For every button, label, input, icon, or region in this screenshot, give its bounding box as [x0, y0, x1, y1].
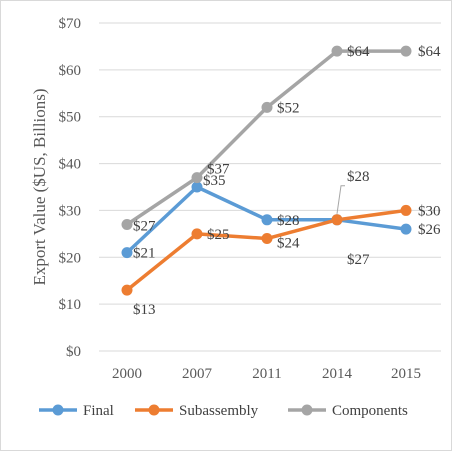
x-tick-label: 2007 — [182, 366, 213, 382]
data-label-components: $37 — [207, 162, 230, 178]
x-tick-label: 2000 — [112, 366, 142, 382]
data-label-final: $35 — [203, 173, 226, 189]
legend-marker-components — [301, 404, 313, 416]
data-point-subassembly — [400, 204, 412, 216]
data-point-final — [121, 247, 133, 259]
data-label-subassembly: $28 — [347, 169, 370, 185]
data-label-components: $64 — [347, 44, 370, 60]
data-point-components — [261, 101, 273, 113]
data-label-subassembly: $25 — [207, 227, 230, 243]
y-tick-label: $70 — [59, 16, 82, 32]
x-tick-label: 2014 — [322, 366, 353, 382]
data-point-final — [191, 181, 203, 193]
y-tick-label: $50 — [59, 110, 82, 126]
data-point-components — [121, 218, 133, 230]
y-tick-label: $30 — [59, 203, 82, 219]
data-point-components — [400, 45, 412, 57]
x-tick-label: 2011 — [252, 366, 281, 382]
data-label-final: $26 — [418, 222, 441, 238]
data-point-components — [331, 45, 343, 57]
data-point-components — [191, 172, 203, 184]
data-point-subassembly — [331, 214, 343, 226]
data-label-subassembly: $30 — [418, 203, 441, 219]
y-tick-label: $60 — [59, 63, 82, 79]
legend-entry-subassembly: Subassembly — [179, 403, 259, 419]
data-label-subassembly: $13 — [133, 302, 156, 318]
data-point-subassembly — [261, 233, 273, 245]
legend-entry-final: Final — [83, 403, 114, 419]
y-tick-label: $20 — [59, 250, 82, 266]
data-label-final: $21 — [133, 246, 156, 262]
x-tick-label: 2015 — [391, 366, 421, 382]
data-label-leader-line — [336, 185, 345, 214]
legend-marker-final — [52, 404, 64, 416]
data-label-components: $27 — [133, 218, 156, 234]
y-axis-title: Export Value ($US, Billions) — [30, 88, 49, 285]
data-label-final: $27 — [347, 252, 370, 268]
data-point-subassembly — [191, 228, 203, 240]
y-tick-label: $0 — [66, 344, 81, 360]
data-point-final — [400, 223, 412, 235]
series-line-components — [126, 49, 406, 226]
data-point-subassembly — [121, 284, 133, 296]
data-label-components: $52 — [277, 100, 300, 116]
data-label-final: $28 — [277, 213, 300, 229]
data-point-final — [261, 214, 273, 226]
data-label-components: $64 — [418, 44, 441, 60]
y-tick-label: $10 — [59, 297, 82, 313]
y-tick-label: $40 — [59, 157, 82, 173]
data-label-subassembly: $24 — [277, 236, 300, 252]
legend-marker-subassembly — [148, 404, 160, 416]
legend-entry-components: Components — [332, 403, 408, 419]
